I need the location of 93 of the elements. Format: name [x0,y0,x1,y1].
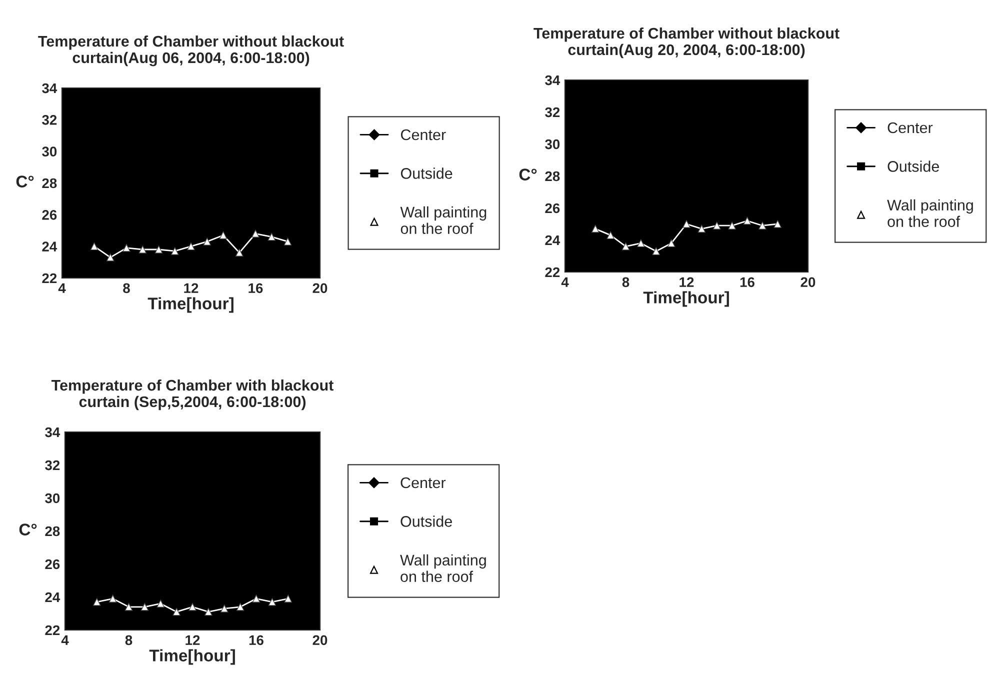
point [156,600,164,608]
chart-title: Temperature of Chamber without blackout curtain(Aug 20, 2004, 6:00-18:00) [534,27,840,58]
x-tick-label: 20 [312,635,328,646]
y-axis-title: C° [519,168,537,180]
legend-label: Outside [888,160,939,172]
y-tick-label: 34 [45,427,60,438]
point [743,216,752,225]
point [268,598,276,606]
point [728,222,736,230]
x-tick-label: 8 [622,277,630,288]
chart-title: Temperature of Chamber with blackout curtain (Sep,5,2004, 6:00-18:00) [51,379,334,410]
x-tick-label: 12 [184,283,198,293]
point [252,594,260,602]
point [652,247,660,256]
y-tick-label: 24 [42,242,58,252]
point [90,242,98,250]
y-tick-label: 32 [42,115,57,125]
x-tick-label: 16 [248,283,263,294]
x-tick-label: 20 [800,277,816,288]
y-tick-label: 32 [545,107,560,118]
y-tick-label: 28 [45,526,60,536]
point [284,594,292,602]
y-tick-label: 26 [45,559,60,570]
point [138,246,146,254]
x-tick-label: 16 [740,277,754,288]
y-tick-label: 22 [42,273,57,284]
point [154,246,163,254]
y-axis-title: C° [19,524,37,536]
y-tick-label: 32 [45,460,60,470]
point [140,603,149,611]
legend-label: Outside [400,168,452,179]
legend-label: Wall painting on the roof [400,206,486,234]
point [219,231,228,240]
legend-label: Center [888,122,933,134]
y-tick-label: 30 [45,493,60,504]
y-tick-label: 22 [545,267,560,278]
point [774,220,782,228]
point [667,239,676,248]
point [713,222,721,230]
y-tick-label: 26 [42,210,57,220]
point [106,254,114,262]
point [203,238,211,246]
y-tick-label: 34 [545,75,560,86]
legend-label: Center [401,129,446,140]
point [188,603,196,611]
point [93,598,101,606]
x-tick-label: 12 [680,277,694,287]
y-tick-label: 26 [545,203,560,214]
point [108,594,117,602]
y-tick-label: 22 [45,625,60,636]
point [268,233,276,241]
y-tick-label: 34 [42,83,58,94]
legend-label: Outside [400,516,452,527]
x-axis-title: Time[hour] [148,297,234,313]
point [124,603,133,611]
y-tick-label: 28 [42,178,57,188]
point [637,239,645,248]
x-axis-title: Time[hour] [643,291,729,307]
point [758,222,766,230]
x-tick-label: 16 [249,635,264,646]
x-tick-label: 4 [58,283,66,293]
legend-label: Wall painting on the roof [887,199,973,228]
y-tick-label: 30 [545,139,560,150]
point [252,230,260,238]
point [204,608,212,616]
x-tick-label: 4 [561,277,569,287]
y-tick-label: 28 [545,171,560,182]
x-tick-label: 4 [61,635,69,645]
legend-label: Wall painting on the roof [400,554,486,582]
point [187,242,195,250]
x-tick-label: 8 [123,283,130,294]
legend-label: Center [400,477,446,488]
point [236,603,244,611]
point [698,224,706,233]
x-tick-label: 12 [186,635,200,645]
point [171,247,179,255]
y-tick-label: 24 [545,235,560,246]
x-tick-label: 8 [125,635,132,646]
chart-title: Temperature of Chamber without blackout curtain(Aug 06, 2004, 6:00-18:00) [38,35,344,66]
y-axis-title: C° [16,176,34,188]
point [122,244,130,252]
point [220,604,228,612]
point [682,220,690,228]
point [172,608,180,616]
point [284,238,292,246]
x-tick-label: 20 [312,283,328,294]
point [606,231,614,240]
point [236,248,244,256]
y-tick-label: 24 [45,592,60,602]
point [592,224,600,233]
point [622,242,630,250]
x-axis-title: Time[hour] [149,649,235,665]
y-tick-label: 30 [42,146,57,157]
